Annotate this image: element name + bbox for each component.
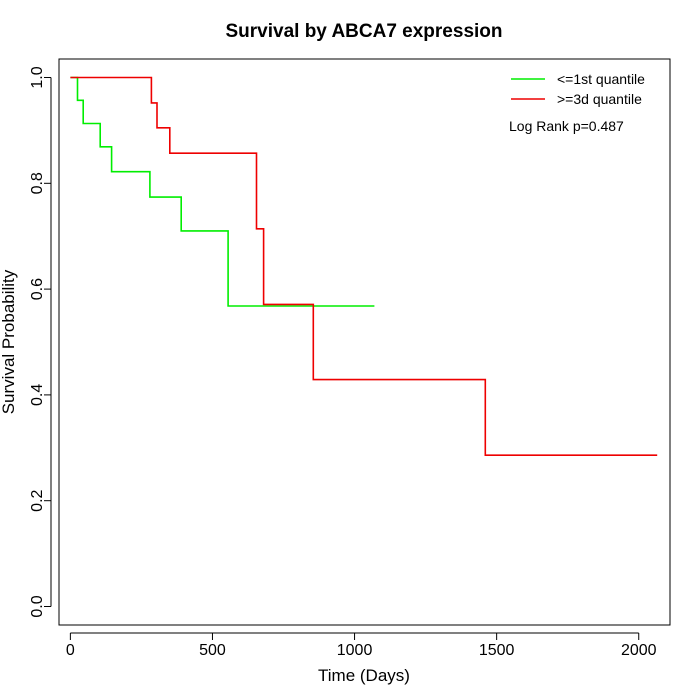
series-line-1 <box>70 76 658 457</box>
series-layer <box>70 76 658 457</box>
chart-title: Survival by ABCA7 expression <box>225 21 502 42</box>
plot-frame <box>58 58 671 626</box>
x-axis-label: Time (Days) <box>318 666 410 685</box>
y-tick-label: 0.8 <box>29 172 46 194</box>
y-axis: 0.0 0.2 0.4 0.6 0.8 1.0 <box>29 66 52 618</box>
x-tick-label: 0 <box>66 642 75 659</box>
legend: <=1st quantile >=3d quantile <box>511 71 645 107</box>
x-axis: 0 500 1000 1500 2000 <box>66 632 657 659</box>
legend-label: >=3d quantile <box>557 91 642 107</box>
y-tick-label: 1.0 <box>29 66 46 88</box>
log-rank-annotation: Log Rank p=0.487 <box>509 118 624 134</box>
x-tick-label: 500 <box>199 642 226 659</box>
y-tick-label: 0.0 <box>29 595 46 617</box>
legend-label: <=1st quantile <box>557 71 645 87</box>
y-tick-label: 0.4 <box>29 384 46 406</box>
x-tick-label: 2000 <box>621 642 657 659</box>
x-tick-label: 1500 <box>479 642 515 659</box>
y-tick-label: 0.6 <box>29 278 46 300</box>
y-tick-label: 0.2 <box>29 489 46 511</box>
series-line-0 <box>70 76 375 307</box>
y-axis-label: Survival Probability <box>0 269 18 414</box>
x-tick-label: 1000 <box>337 642 373 659</box>
